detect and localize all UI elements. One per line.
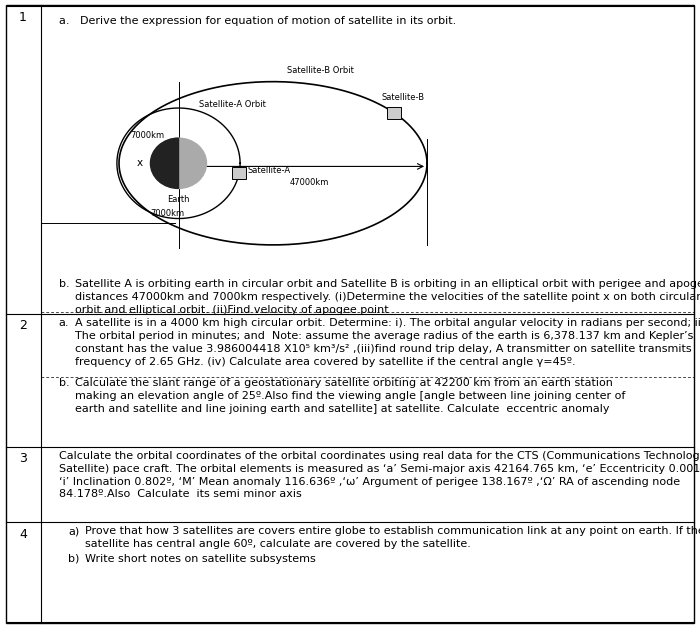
Text: 4: 4 bbox=[19, 528, 27, 541]
Text: A satellite is in a 4000 km high circular orbit. Determine: i). The orbital angu: A satellite is in a 4000 km high circula… bbox=[75, 318, 700, 367]
Text: a.   Derive the expression for equation of motion of satellite in its orbit.: a. Derive the expression for equation of… bbox=[59, 16, 456, 26]
Text: Satellite-A: Satellite-A bbox=[248, 166, 290, 175]
Bar bbox=[387, 107, 401, 119]
Text: b.: b. bbox=[59, 279, 69, 290]
Wedge shape bbox=[150, 138, 178, 188]
Text: Satellite A is orbiting earth in circular orbit and Satellite B is orbiting in a: Satellite A is orbiting earth in circula… bbox=[75, 279, 700, 315]
Text: Calculate the slant range of a geostationary satellite orbiting at 42200 km from: Calculate the slant range of a geostatio… bbox=[75, 378, 625, 414]
Text: 7000km: 7000km bbox=[130, 131, 164, 140]
Text: 1: 1 bbox=[19, 11, 27, 24]
Text: x: x bbox=[137, 158, 143, 168]
Text: a): a) bbox=[68, 526, 79, 536]
Bar bbox=[232, 166, 246, 179]
Text: Satellite-B Orbit: Satellite-B Orbit bbox=[287, 66, 354, 75]
Text: b): b) bbox=[68, 554, 79, 564]
Text: 3: 3 bbox=[19, 452, 27, 465]
Text: Satellite-B: Satellite-B bbox=[382, 93, 425, 102]
Text: Earth: Earth bbox=[167, 195, 190, 203]
Text: 47000km: 47000km bbox=[290, 178, 330, 187]
Text: Write short notes on satellite subsystems: Write short notes on satellite subsystem… bbox=[85, 554, 316, 564]
Text: 2: 2 bbox=[19, 319, 27, 332]
Text: 7000km: 7000km bbox=[150, 209, 185, 218]
Text: a.: a. bbox=[59, 318, 69, 328]
Text: Calculate the orbital coordinates of the orbital coordinates using real data for: Calculate the orbital coordinates of the… bbox=[59, 451, 700, 499]
Text: Satellite-A Orbit: Satellite-A Orbit bbox=[199, 100, 267, 109]
Circle shape bbox=[150, 138, 206, 188]
Text: b.: b. bbox=[59, 378, 69, 388]
Text: Prove that how 3 satellites are covers entire globe to establish communication l: Prove that how 3 satellites are covers e… bbox=[85, 526, 700, 549]
